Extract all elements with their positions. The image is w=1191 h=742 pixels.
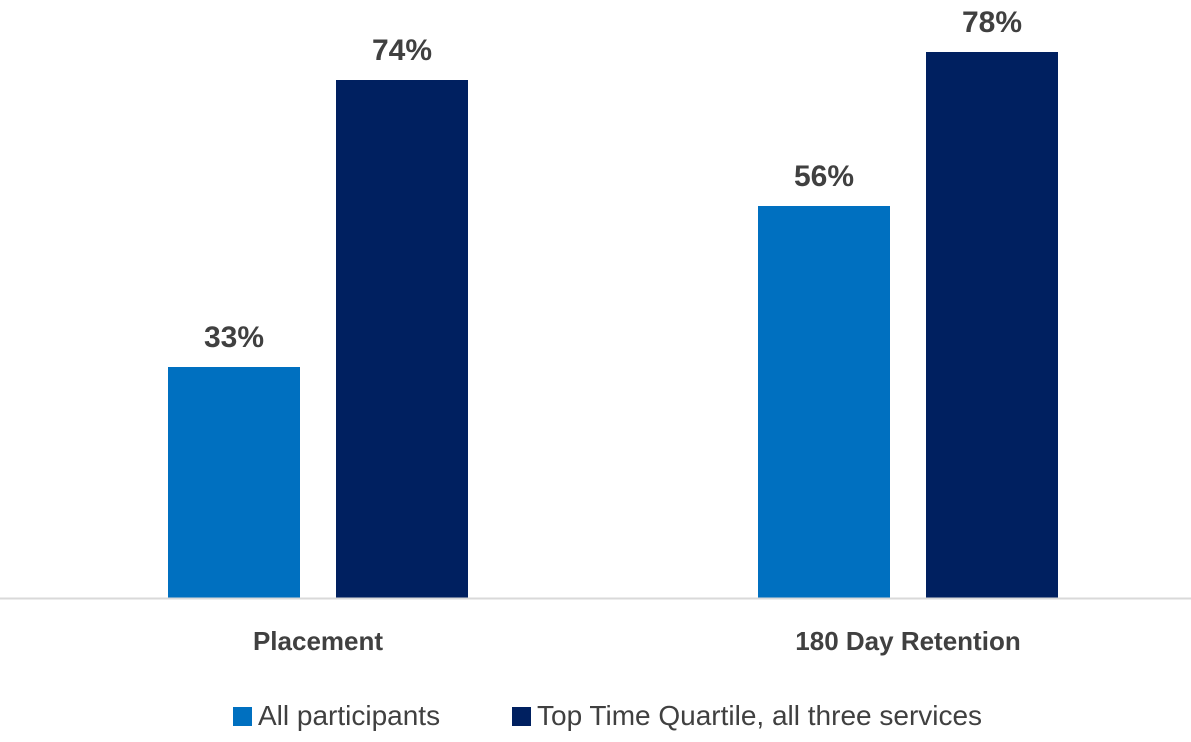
bar-series-1-placement bbox=[168, 367, 300, 598]
bar-series-1-180-day-retention bbox=[758, 206, 890, 598]
data-label-series-2-placement: 74% bbox=[372, 34, 432, 67]
legend: All participants Top Time Quartile, all t… bbox=[233, 700, 982, 731]
legend-swatch-1 bbox=[233, 707, 252, 726]
legend-swatch-2 bbox=[512, 707, 531, 726]
legend-label-1: All participants bbox=[258, 700, 440, 731]
bars-layer bbox=[168, 52, 1058, 598]
legend-label-2: Top Time Quartile, all three services bbox=[537, 700, 982, 731]
data-label-series-1-placement: 33% bbox=[204, 321, 264, 354]
data-label-series-2-180-day-retention: 78% bbox=[962, 6, 1022, 39]
category-label-placement: Placement bbox=[253, 626, 383, 656]
bar-series-2-180-day-retention bbox=[926, 52, 1058, 598]
bar-series-2-placement bbox=[336, 80, 468, 598]
data-labels-layer: 33% 74% 56% 78% bbox=[204, 6, 1022, 354]
legend-item-2: Top Time Quartile, all three services bbox=[512, 700, 982, 731]
legend-item-1: All participants bbox=[233, 700, 440, 731]
data-label-series-1-180-day-retention: 56% bbox=[794, 160, 854, 193]
category-label-180-day-retention: 180 Day Retention bbox=[795, 626, 1020, 656]
category-labels-layer: Placement 180 Day Retention bbox=[253, 626, 1021, 656]
